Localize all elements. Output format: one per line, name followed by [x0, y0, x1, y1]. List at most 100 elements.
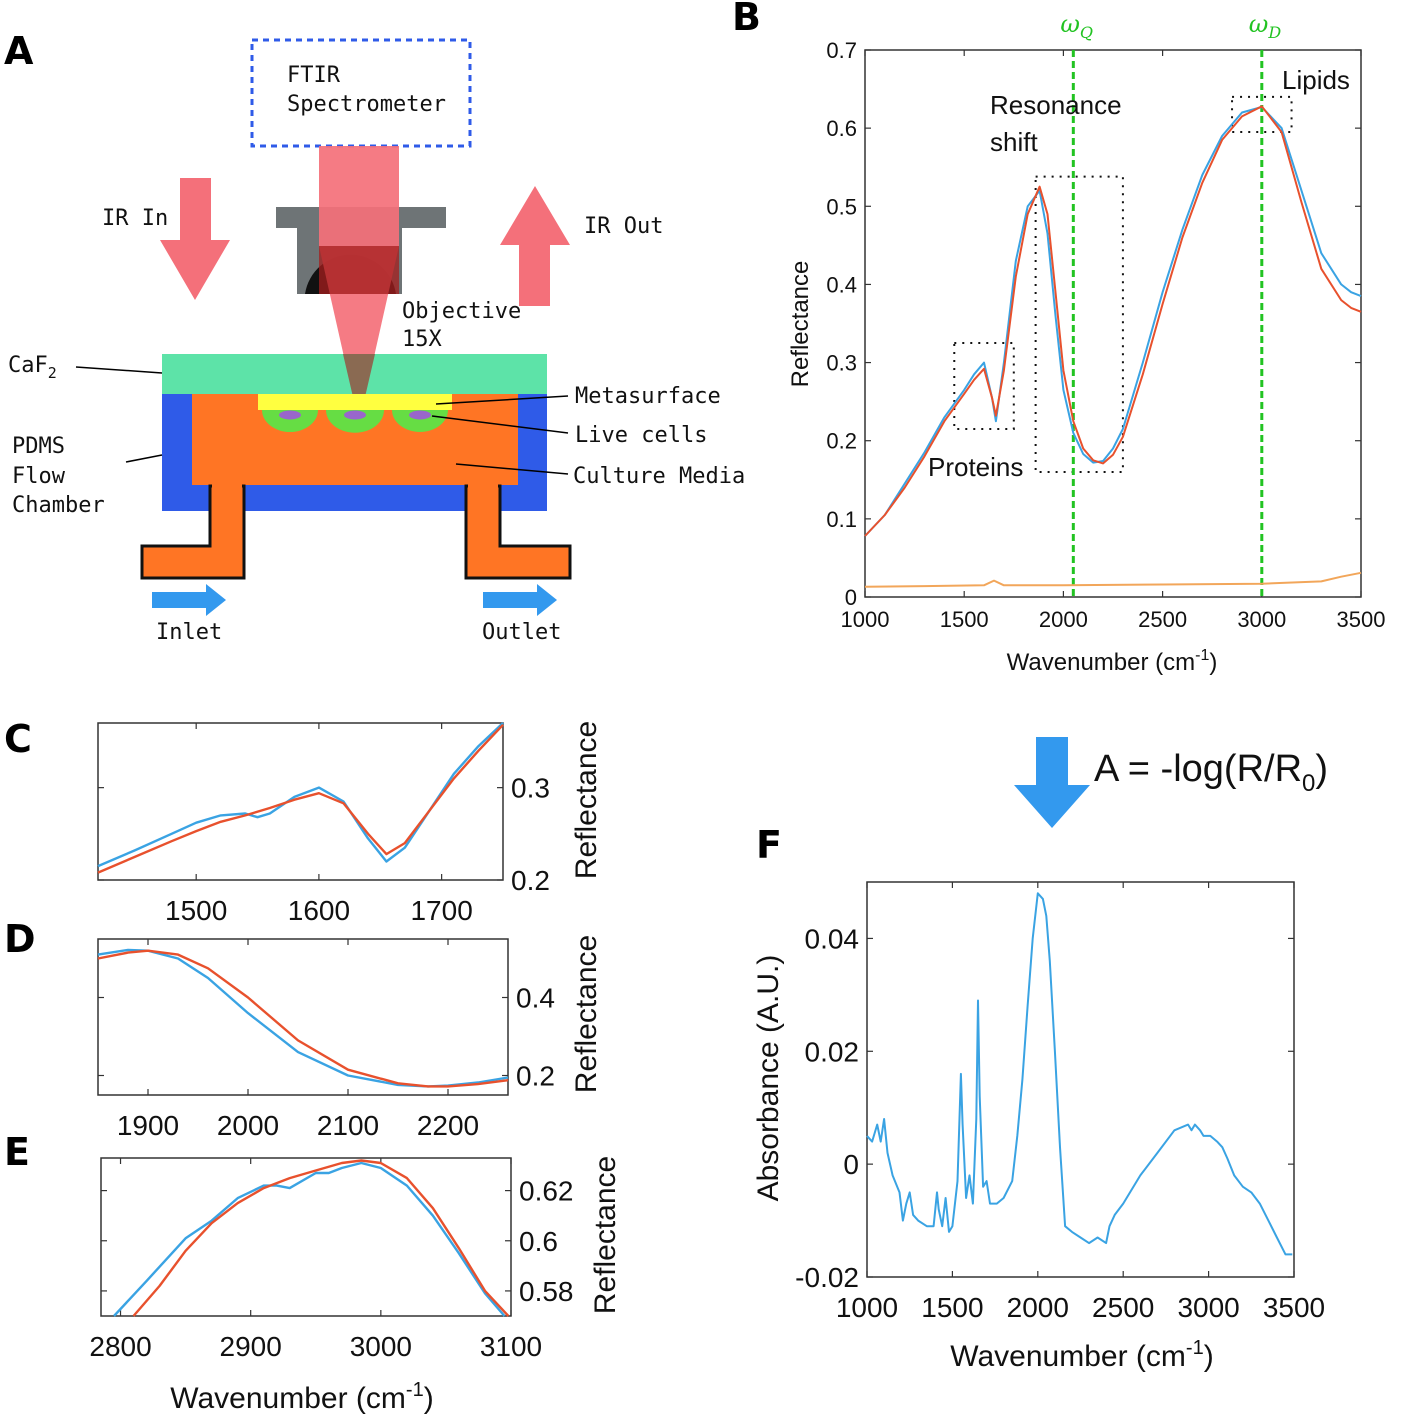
- y-tick-label: 0.6: [826, 116, 857, 141]
- plot-c-ticks: 1500 1600 1700 0.2 0.3: [98, 723, 550, 926]
- panel-label-f: F: [756, 823, 782, 867]
- panel-label-c: C: [4, 717, 32, 761]
- x-tick-label: 1600: [288, 895, 350, 926]
- panel-b: B 1000 1500 2000 2500 3000 3500 0 0.1 0.2 0.3 0.4 0…: [732, 0, 1385, 676]
- x-tick-label: 2500: [1138, 607, 1187, 632]
- plot-d-series: [97, 948, 509, 1088]
- plot-c-frame: [97, 722, 504, 881]
- panel-label-e: E: [4, 1130, 30, 1174]
- x-tick-label: 1000: [836, 1292, 898, 1323]
- x-tick-label: 3500: [1263, 1292, 1325, 1323]
- plot-c-series: [97, 722, 504, 874]
- plot-f-ylabel: Absorbance (A.U.): [752, 955, 785, 1202]
- caf2-leader: [75, 366, 163, 374]
- pdms-label-line1: PDMS: [12, 434, 65, 459]
- metasurface-label: Metasurface: [575, 384, 721, 409]
- live-cell-2: [326, 410, 384, 433]
- panel-label-b: B: [732, 0, 761, 39]
- pdms-leader: [125, 454, 163, 463]
- annotation-resonance-line1: Resonance: [990, 90, 1122, 120]
- ir-out-arrow: [500, 186, 570, 306]
- y-tick-label: 0: [845, 585, 857, 610]
- panel-a-schematic: A FTIR Spectrometer IR In IR Out Objecti…: [4, 29, 745, 645]
- plot-e-ticks: 2800 2900 3000 3100 0.58 0.6 0.62: [89, 1158, 574, 1362]
- y-tick-label: 0.1: [826, 507, 857, 532]
- marker-label-omega-Q: ωQ: [1060, 10, 1093, 42]
- plot-d-ticks: 1900 2000 2100 2200 0.2 0.4: [98, 939, 555, 1141]
- series-red-line: [132, 1159, 510, 1317]
- x-tick-label: 1500: [940, 607, 989, 632]
- x-tick-label: 2500: [1092, 1292, 1154, 1323]
- plot-f-ticks: 1000 1500 2000 2500 3000 3500 -0.02 0 0.02 0.04: [795, 882, 1325, 1323]
- x-tick-label: 1900: [117, 1110, 179, 1141]
- plot-b-frame: [864, 49, 1362, 598]
- ir-beam-upper: [319, 146, 399, 246]
- plot-e-frame: [100, 1157, 512, 1317]
- series-blue-line: [113, 1161, 506, 1317]
- x-tick-label: 2000: [1039, 607, 1088, 632]
- x-tick-label: 3100: [480, 1331, 542, 1362]
- objective-label-line2: 15X: [402, 327, 442, 352]
- annotation-box: [1034, 175, 1124, 473]
- series-red-line: [97, 723, 504, 874]
- plot-f-series: [866, 892, 1293, 1256]
- annotation-lipids: Lipids: [1282, 65, 1350, 95]
- pdms-label-line2: Flow: [12, 464, 66, 489]
- y-tick-label: 0.4: [516, 983, 555, 1014]
- y-tick-label: 0.2: [516, 1061, 555, 1092]
- series-red-line: [97, 949, 509, 1088]
- inlet-arrow: [152, 584, 226, 616]
- caf2-label: CaF2: [8, 353, 57, 382]
- live-cells-leader: [431, 415, 569, 434]
- x-tick-label: 2100: [317, 1110, 379, 1141]
- culture-media-leader: [455, 463, 569, 475]
- y-tick-label: 0.5: [826, 194, 857, 219]
- cell-nucleus-1: [279, 410, 301, 420]
- plot-f-frame: [866, 881, 1295, 1278]
- plot-f-xlabel: Wavenumber (cm-1): [950, 1337, 1213, 1373]
- series-red-line: [864, 105, 1362, 537]
- ir-in-label: IR In: [102, 206, 168, 231]
- series-orange-line: [864, 571, 1362, 588]
- x-tick-label: 2000: [217, 1110, 279, 1141]
- inlet-join: [212, 484, 242, 494]
- pdms-label-line3: Chamber: [12, 493, 105, 518]
- y-tick-label: 0.2: [511, 865, 550, 896]
- y-tick-label: 0.02: [805, 1036, 860, 1067]
- plot-c-ylabel: Reflectance: [570, 721, 603, 879]
- panel-e: E 2800 2900 3000 3100 0.58 0.6 0.62 Reflectanc…: [4, 1130, 622, 1415]
- ir-out-label: IR Out: [584, 214, 663, 239]
- plot-b-ylabel: Reflectance: [787, 261, 814, 388]
- culture-media-label: Culture Media: [573, 464, 745, 489]
- x-tick-label: 3000: [1177, 1292, 1239, 1323]
- y-tick-label: 0.58: [519, 1276, 574, 1307]
- ftir-label-line1: FTIR: [287, 63, 341, 88]
- inlet-label: Inlet: [156, 620, 222, 645]
- x-tick-label: 1000: [841, 607, 890, 632]
- plot-e-ylabel: Reflectance: [589, 1156, 622, 1314]
- live-cell-1: [262, 410, 318, 432]
- annotation-resonance-line2: shift: [990, 127, 1038, 157]
- ftir-label-line2: Spectrometer: [287, 92, 446, 117]
- y-tick-label: -0.02: [795, 1262, 859, 1293]
- plot-b-marker-lines: ωQ ωD: [1060, 10, 1281, 597]
- y-tick-label: 0.4: [826, 272, 857, 297]
- plot-b-dotted-boxes: [953, 95, 1293, 473]
- x-tick-label: 3000: [1237, 607, 1286, 632]
- live-cells-label: Live cells: [575, 423, 707, 448]
- y-tick-label: 0: [843, 1149, 859, 1180]
- panel-f: F 1000 1500 2000 2500 3000 3500 -0.02 0 0.02 0.04…: [752, 823, 1325, 1373]
- beam-through-objective: [319, 246, 399, 294]
- inlet-channel: [140, 484, 246, 580]
- plot-b-series: [864, 105, 1362, 588]
- outlet-join: [468, 484, 498, 494]
- beam-in-caf2: [343, 354, 375, 410]
- plot-d-frame: [97, 938, 509, 1096]
- x-tick-label: 3000: [350, 1331, 412, 1362]
- plot-d-ylabel: Reflectance: [570, 935, 603, 1093]
- x-tick-label: 2200: [417, 1110, 479, 1141]
- ir-in-arrow: [160, 178, 230, 300]
- x-tick-label: 1500: [921, 1292, 983, 1323]
- outlet-arrow: [483, 584, 557, 616]
